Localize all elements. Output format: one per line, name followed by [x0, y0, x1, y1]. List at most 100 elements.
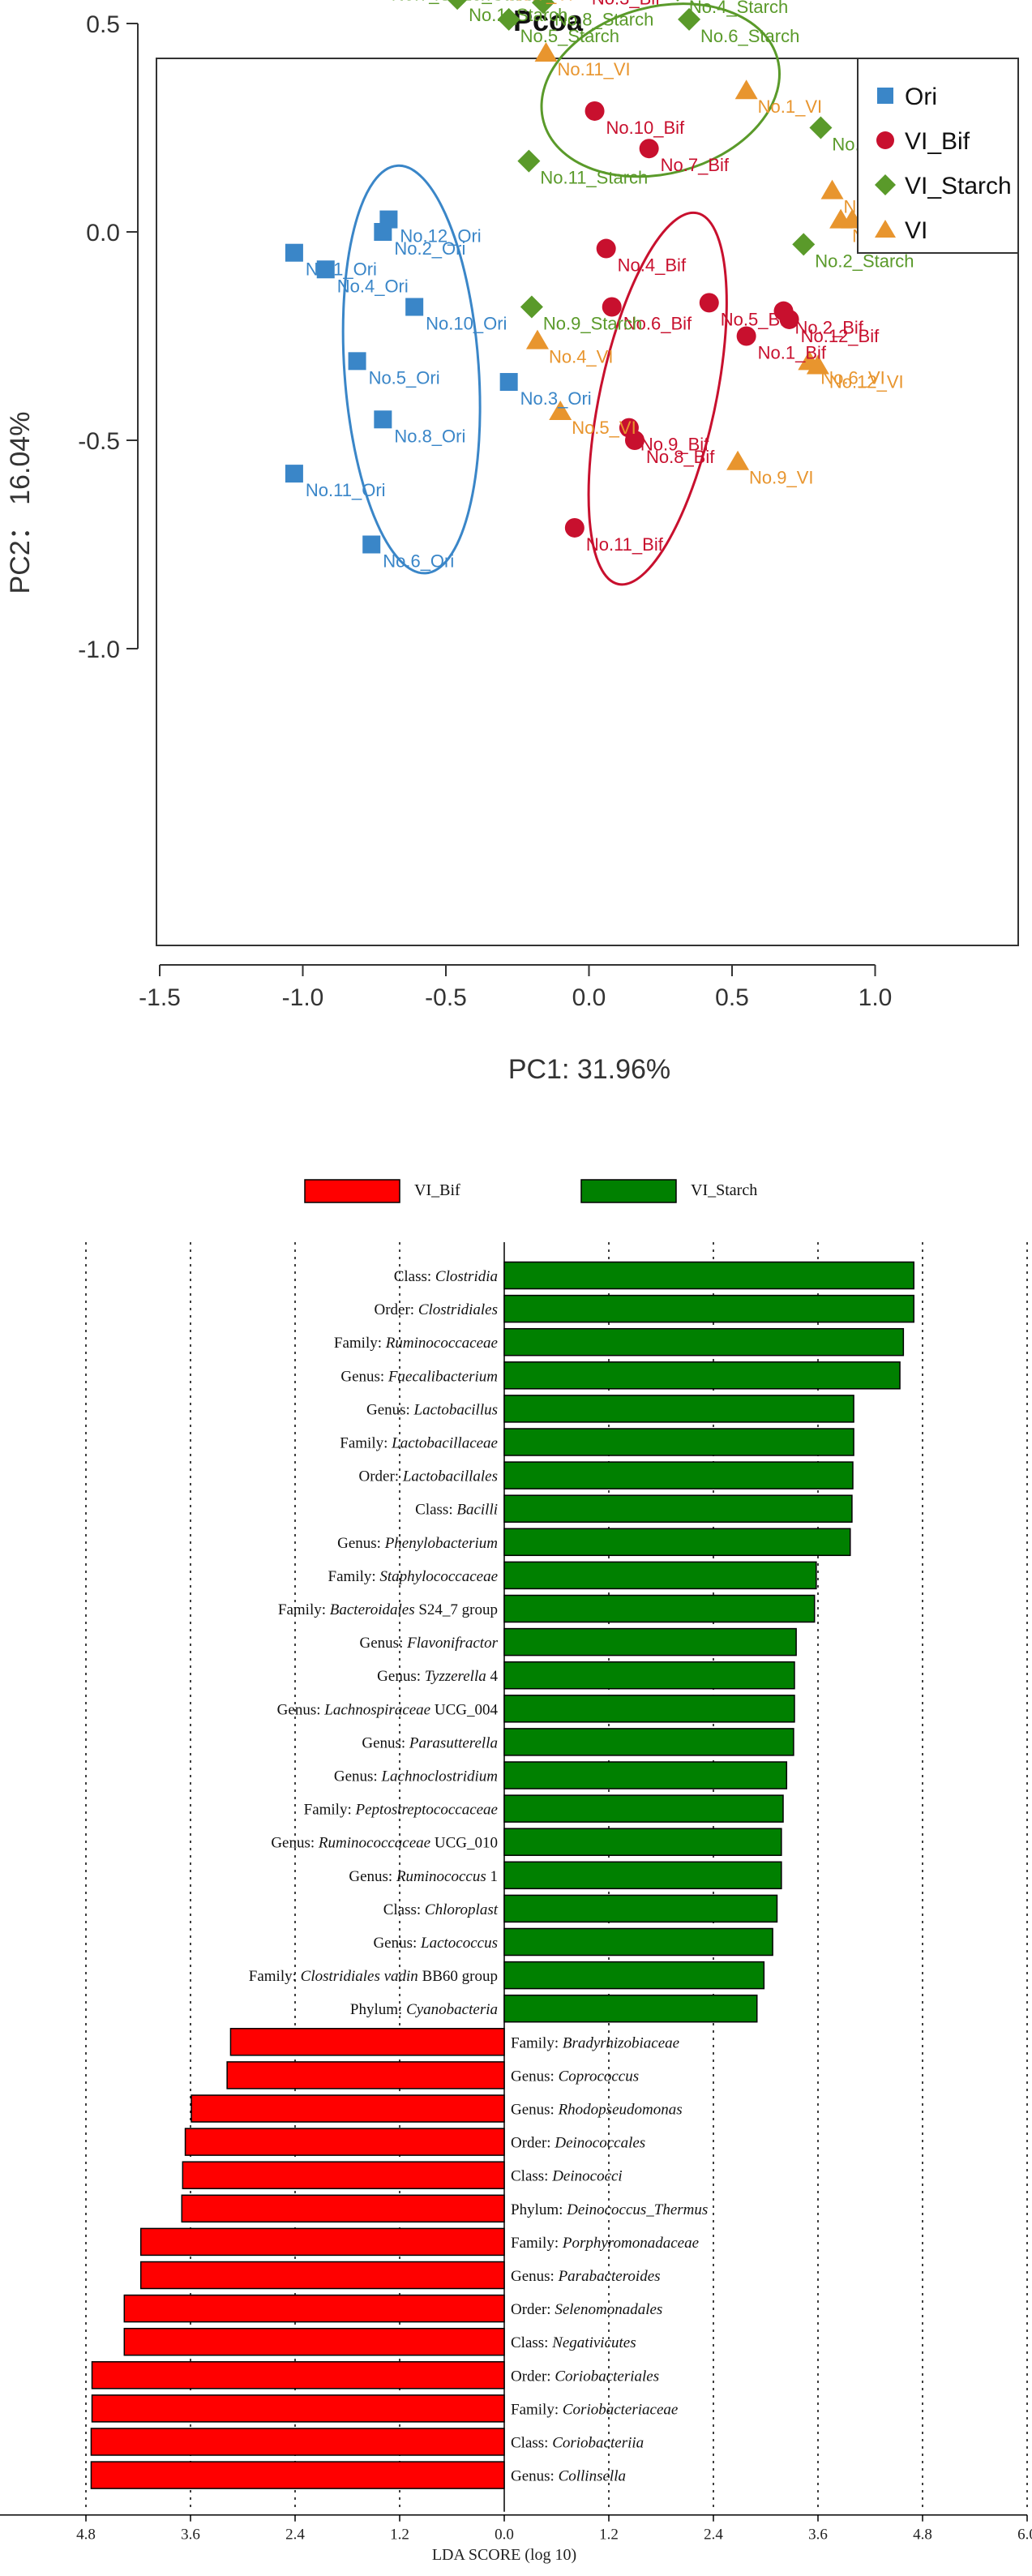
point-no-12-bif: [779, 309, 799, 329]
point-no-4-bif: [596, 238, 616, 259]
lda-x-tick-label: 6.0: [1017, 2527, 1032, 2544]
point-label-no-6-starch: No.6_Starch: [700, 26, 799, 46]
point-label-no-1-starch: No.1_Starch: [469, 5, 567, 25]
lda-x-tick-label: 1.2: [390, 2527, 409, 2544]
pcoa-x-tick-label: -1.5: [139, 984, 181, 1011]
lda-bar-selenomonadales: [123, 2294, 505, 2323]
lda-bar-label-negativicutes: Class: Negativicutes: [511, 2334, 636, 2351]
point-label-no-11-starch: No.11_Starch: [540, 168, 648, 188]
lda-bar-lactococcus: [503, 1927, 773, 1957]
lda-legend-label-vi-starch: VI_Starch: [691, 1181, 757, 1199]
pcoa-legend-marker-vi: [875, 220, 896, 238]
point-label-no-2-bif: No.2_Bif: [795, 318, 864, 338]
lda-bar-collinsella: [90, 2461, 505, 2489]
lda-bar-label-tyzzerella-4: Genus: Tyzzerella 4: [377, 1668, 498, 1685]
point-label-no-7-bif: No.7_Bif: [661, 155, 730, 175]
point-label-no-7-starch: No.7_Starch: [392, 0, 490, 4]
point-label-no-10-starch: No.10_Starch: [435, 0, 544, 4]
lda-legend-label-vi-bif: VI_Bif: [414, 1181, 460, 1199]
point-label-no-3-ori: No.3_Ori: [520, 388, 592, 409]
lda-x-tick-label: 3.6: [181, 2527, 200, 2544]
lda-legend: VI_Bif VI_Starch: [304, 1179, 757, 1203]
lda-bar-label-chloroplast: Class: Chloroplast: [383, 1901, 499, 1918]
lda-x-tick-label: 1.2: [599, 2527, 619, 2544]
lda-x-tick-label: 2.4: [285, 2527, 305, 2544]
point-no-12-ori: [379, 210, 398, 229]
lda-bar-label-collinsella: Genus: Collinsella: [511, 2468, 626, 2485]
point-no-8-starch: [532, 0, 555, 15]
point-no-9-starch: [520, 295, 543, 319]
point-label-no-12-vi: No.12_VI: [829, 371, 904, 392]
lda-bar-staphylococcaceae: [503, 1561, 817, 1590]
point-label-no-6-ori: No.6_Ori: [383, 551, 454, 572]
lda-bar-ruminococcaceae-ucg-010: [503, 1828, 782, 1856]
pcoa-x-axis: -1.5 -1.0 -0.5 0.0 0.5 1.0: [139, 964, 892, 1011]
point-label-no-7-vi: No.7_VI: [509, 0, 574, 4]
lda-bar-label-ruminococcus-1: Genus: Ruminococcus 1: [349, 1868, 498, 1885]
point-label-no-12-ori: No.12_Ori: [400, 226, 481, 246]
point-label-no-8-bif: No.8_Bif: [646, 447, 715, 467]
point-no-10-vi: [829, 208, 853, 229]
lda-bar-lactobacillus: [503, 1395, 854, 1423]
pcoa-legend-marker-vi-starch: [875, 174, 896, 195]
point-label-no-12-bif: No.12_Bif: [801, 326, 880, 346]
lda-bar-bacilli: [503, 1494, 853, 1523]
lda-bar-label-faecalibacterium: Genus: Faecalibacterium: [340, 1368, 498, 1385]
lda-bar-label-coriobacteriaceae: Family: Coriobacteriaceae: [511, 2401, 678, 2418]
lda-bar-tyzzerella-4: [503, 1661, 795, 1690]
point-label-no-9-vi: No.9_VI: [749, 468, 814, 488]
lda-bar-parasutterella: [503, 1728, 794, 1756]
lda-bar-clostridiales: [503, 1294, 914, 1323]
point-no-1-vi: [734, 79, 758, 100]
point-label-no-6-bif: No.6_Bif: [623, 314, 692, 334]
lda-bar-label-bradyrhizobiaceae: Family: Bradyrhizobiaceae: [511, 2034, 679, 2051]
point-label-no-1-bif: No.1_Bif: [758, 343, 827, 363]
lda-bar-peptostreptococcaceae: [503, 1794, 784, 1823]
lda-bar-label-parasutterella: Genus: Parasutterella: [362, 1734, 498, 1751]
lda-x-tick-label: 3.6: [808, 2527, 828, 2544]
point-no-5-ori: [348, 352, 366, 371]
point-no-9-vi: [726, 450, 750, 470]
lda-bar-label-lactobacillales: Order: Lactobacillales: [359, 1468, 499, 1485]
point-no-6-starch: [678, 7, 701, 31]
point-label-no-2-ori: No.2_Ori: [394, 238, 465, 259]
ellipse-vi-starch: [540, 2, 781, 178]
pcoa-chart: Pcoa No.1_OriNo.2_OriNo.3_OriNo.4_OriNo.…: [5, 0, 1019, 1085]
lda-x-tick-label: 4.8: [913, 2527, 932, 2544]
lda-bar-rhodopseudomonas: [191, 2094, 505, 2123]
point-no-8-ori: [374, 410, 392, 429]
point-no-12-starch: [809, 116, 833, 139]
lda-bar-ruminococcus-1: [503, 1861, 782, 1890]
point-no-11-starch: [517, 149, 541, 173]
lda-bar-label-coriobacteriales: Order: Coriobacteriales: [511, 2368, 659, 2385]
lda-bar-deinococcus-thermus: [181, 2194, 505, 2223]
lda-x-tick-label: 4.8: [76, 2527, 96, 2544]
point-no-5-starch: [497, 7, 520, 31]
point-no-4-vi: [525, 329, 549, 349]
lda-bar-label-ruminococcaceae-ucg-010: Genus: Ruminococcaceae UCG_010: [271, 1835, 498, 1852]
pcoa-y-tick-label: -1.0: [78, 636, 120, 663]
lda-bar-phenylobacterium: [503, 1528, 851, 1557]
point-label-no-10-ori: No.10_Ori: [426, 314, 507, 334]
point-no-12-vi: [806, 354, 829, 375]
lda-x-tick-label: 2.4: [704, 2527, 723, 2544]
ellipse-vi-bif: [587, 211, 728, 586]
lda-legend-swatch-vi-bif: [304, 1179, 400, 1203]
pcoa-legend: Ori VI_Bif VI_Starch VI: [857, 58, 1019, 254]
lda-bar-label-rhodopseudomonas: Genus: Rhodopseudomonas: [511, 2102, 683, 2119]
point-no-1-ori: [285, 243, 303, 262]
lda-bar-label-clostridiales-vadin-bb60-group: Family: Clostridiales vadin BB60 group: [249, 1968, 498, 1985]
pcoa-y-tick-label: 0.5: [86, 11, 120, 38]
pcoa-x-tick-label: -1.0: [282, 984, 324, 1011]
lda-x-axis-title: LDA SCORE (log 10): [432, 2546, 576, 2564]
point-no-10-bif: [585, 101, 605, 121]
pcoa-y-axis-title: PC2： 16.04%: [5, 412, 36, 594]
lda-bar-clostridiales-vadin-bb60-group: [503, 1961, 765, 1990]
point-no-11-bif: [564, 517, 585, 538]
lda-bar-negativicutes: [123, 2327, 505, 2356]
lda-bar-chloroplast: [503, 1894, 778, 1923]
lda-bar-label-bacilli: Class: Bacilli: [415, 1502, 498, 1519]
point-no-5-bif: [699, 293, 719, 313]
point-label-no-6-vi: No.6_VI: [820, 367, 885, 388]
